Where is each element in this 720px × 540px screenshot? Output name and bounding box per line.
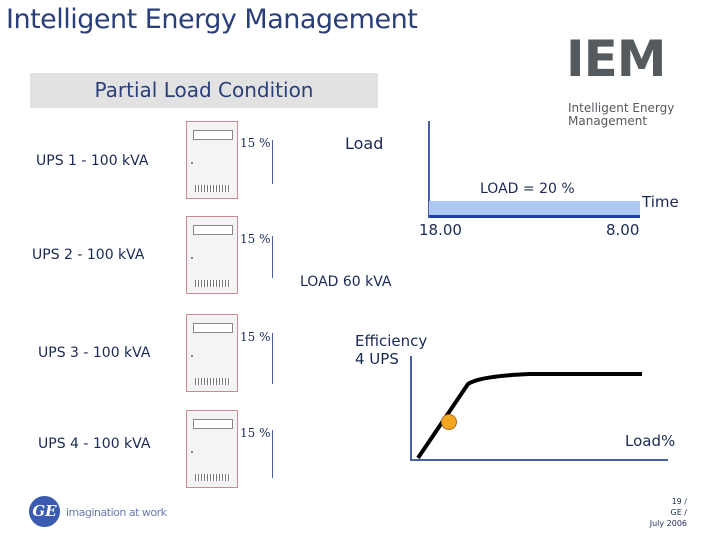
total-load-label: LOAD 60 kVA: [300, 274, 392, 290]
load-axis-label: Load: [345, 134, 384, 153]
ups-4-cabinet-icon: [186, 410, 238, 488]
load-bar: [429, 201, 640, 218]
connector-ups-3: [272, 333, 273, 384]
ups-1-cabinet-icon: [186, 121, 238, 199]
load-y-axis: [428, 121, 430, 218]
subtitle-banner: [30, 73, 378, 108]
page-number: 19 /: [671, 497, 687, 506]
page-subtitle: Partial Load Condition: [94, 78, 314, 102]
efficiency-label-line2: 4 UPS: [355, 350, 399, 368]
load-percent-axis-label: Load%: [625, 432, 676, 450]
ups-3-percent: 15 %: [240, 330, 271, 344]
iem-logo-caption: Intelligent Energy Management: [568, 102, 674, 128]
iem-logo-line2: Management: [568, 114, 648, 128]
connector-ups-1: [272, 140, 273, 184]
ups-2-cabinet-icon: [186, 216, 238, 294]
load-bar-label: LOAD = 20 %: [480, 181, 575, 197]
ge-tagline: imagination at work: [66, 506, 167, 519]
ups-2-label: UPS 2 - 100 kVA: [32, 247, 145, 263]
ups-3-label: UPS 3 - 100 kVA: [38, 345, 151, 361]
efficiency-axis-label: Efficiency 4 UPS: [355, 332, 427, 368]
footer-org: GE /: [670, 508, 688, 517]
efficiency-x-axis: [410, 459, 668, 461]
end-time-label: 8.00: [606, 221, 640, 239]
page-title: Intelligent Energy Management: [6, 4, 418, 35]
connector-ups-4: [272, 430, 273, 478]
efficiency-label-line1: Efficiency: [355, 332, 428, 350]
time-axis-label: Time: [642, 193, 679, 211]
start-time-label: 18.00: [419, 221, 462, 239]
ups-3-cabinet-icon: [186, 314, 238, 392]
efficiency-curve: [416, 372, 642, 460]
slide-footer: 19 / GE / July 2006: [650, 496, 687, 529]
ge-logo: GE: [29, 496, 60, 527]
connector-ups-2: [272, 236, 273, 278]
ups-1-percent: 15 %: [240, 136, 271, 150]
iem-logo: IEM: [566, 30, 667, 88]
efficiency-y-axis: [410, 356, 412, 461]
ups-2-percent: 15 %: [240, 232, 271, 246]
ups-1-label: UPS 1 - 100 kVA: [36, 153, 149, 169]
ups-4-percent: 15 %: [240, 426, 271, 440]
operating-point-marker: [441, 414, 457, 430]
footer-date: July 2006: [649, 519, 687, 528]
iem-logo-line1: Intelligent Energy: [568, 101, 675, 115]
ups-4-label: UPS 4 - 100 kVA: [38, 436, 151, 452]
